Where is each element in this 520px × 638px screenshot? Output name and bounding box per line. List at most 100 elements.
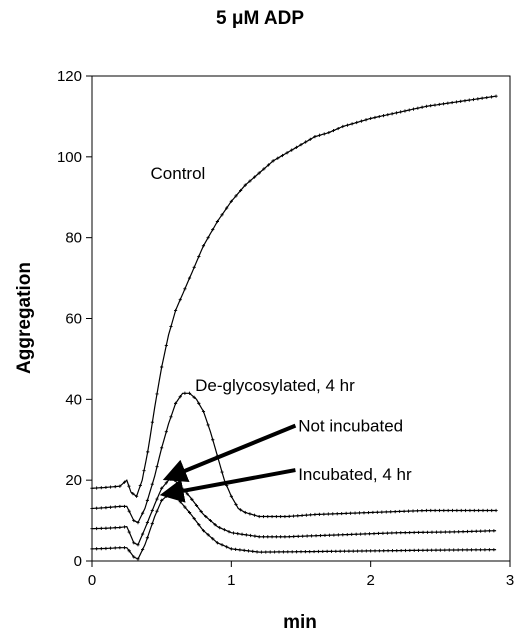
data-point	[382, 549, 386, 553]
data-point	[169, 415, 173, 419]
annotation-2: Not incubated	[162, 417, 403, 482]
data-point	[113, 526, 117, 530]
data-point	[155, 465, 159, 469]
data-point	[192, 395, 196, 399]
data-point	[240, 532, 244, 536]
data-point	[341, 533, 345, 537]
data-point	[104, 506, 108, 510]
data-point	[430, 530, 434, 534]
data-point	[251, 549, 255, 553]
x-tick-label: 3	[506, 572, 514, 589]
data-point	[438, 548, 442, 552]
data-point	[183, 505, 187, 509]
data-point	[190, 497, 194, 501]
data-point	[403, 109, 407, 113]
data-point	[197, 401, 201, 405]
data-point	[197, 254, 201, 259]
data-point	[434, 548, 438, 552]
data-point	[437, 102, 441, 107]
data-point	[279, 535, 283, 539]
x-tick-label: 1	[227, 572, 235, 589]
data-point	[465, 548, 469, 552]
data-point	[454, 100, 459, 104]
data-point	[326, 512, 330, 516]
data-point	[283, 535, 287, 539]
data-point	[290, 550, 294, 554]
data-point	[118, 525, 122, 530]
data-point	[331, 512, 335, 516]
data-point	[104, 546, 108, 551]
data-point	[276, 156, 280, 160]
y-tick-label: 20	[65, 472, 82, 489]
data-point	[304, 140, 308, 144]
data-point	[308, 137, 312, 141]
data-point	[118, 484, 122, 488]
data-point	[375, 510, 379, 514]
data-point	[187, 276, 192, 280]
data-point	[244, 533, 248, 537]
data-point	[384, 510, 388, 514]
data-point	[371, 510, 375, 515]
data-point	[373, 115, 377, 120]
data-point	[299, 143, 303, 147]
series-markers	[90, 493, 496, 561]
data-point	[239, 508, 243, 512]
data-point	[113, 546, 117, 550]
data-point	[183, 391, 187, 395]
data-point	[309, 534, 314, 538]
data-point	[145, 536, 149, 540]
data-point	[353, 511, 357, 515]
data-point	[99, 486, 103, 490]
data-point	[357, 511, 362, 515]
data-point	[234, 502, 238, 507]
data-point	[255, 550, 259, 554]
data-point	[386, 549, 390, 553]
data-point	[160, 446, 164, 450]
data-point	[90, 506, 94, 511]
data-point	[402, 509, 406, 513]
data-point	[492, 529, 496, 533]
data-point	[150, 508, 154, 513]
x-tick-label: 0	[88, 572, 96, 589]
data-point	[268, 550, 272, 554]
data-point	[211, 227, 215, 232]
data-point	[290, 148, 294, 152]
series-0	[90, 94, 498, 498]
data-point	[99, 506, 103, 510]
data-point	[270, 535, 274, 539]
data-point	[183, 287, 187, 291]
y-tick-label: 60	[65, 311, 82, 328]
data-point	[364, 549, 368, 553]
data-point	[108, 485, 113, 489]
data-point	[206, 236, 210, 240]
data-point	[485, 95, 489, 100]
data-point	[274, 514, 278, 519]
data-point	[206, 423, 210, 427]
data-point	[424, 508, 428, 513]
data-point	[127, 509, 131, 513]
data-point	[356, 549, 360, 553]
annotation-arrow	[159, 468, 296, 503]
data-point	[461, 530, 465, 534]
data-point	[317, 133, 322, 137]
data-point	[174, 401, 178, 405]
data-point	[313, 512, 317, 517]
data-point	[118, 504, 122, 509]
data-point	[345, 123, 350, 127]
data-point	[285, 151, 289, 155]
data-point	[483, 548, 487, 552]
data-point	[187, 391, 192, 395]
chart-title: 5 μM ADP	[216, 8, 304, 29]
data-point	[174, 308, 178, 313]
data-point	[95, 486, 99, 490]
data-point	[322, 132, 326, 136]
data-point	[485, 508, 489, 513]
annotation-label: Control	[151, 164, 206, 183]
data-point	[236, 532, 240, 536]
annotation-label: De-glycosylated, 4 hr	[195, 376, 355, 395]
series-line	[91, 95, 497, 498]
data-point	[349, 511, 353, 515]
data-point	[164, 430, 168, 434]
data-point	[459, 99, 463, 103]
